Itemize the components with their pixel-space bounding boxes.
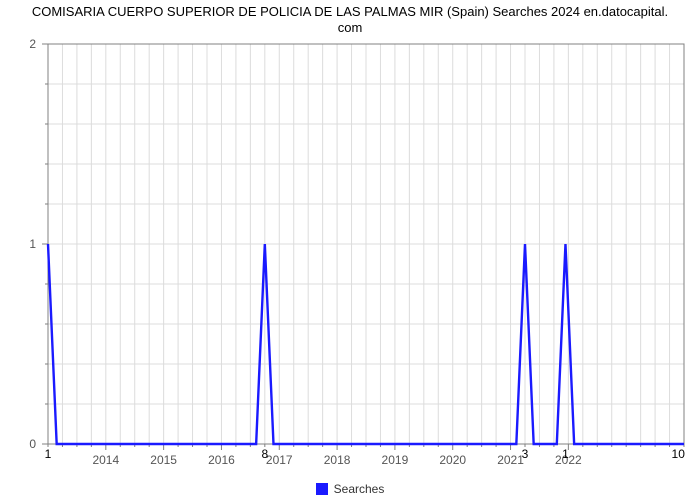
svg-text:2021: 2021 [497,453,524,467]
svg-text:2: 2 [29,37,36,51]
legend-swatch [316,483,328,495]
chart-title-line1: COMISARIA CUERPO SUPERIOR DE POLICIA DE … [32,4,668,19]
svg-text:2020: 2020 [439,453,466,467]
chart-plot: 2014201520162017201820192020202120220121… [48,44,684,444]
svg-text:0: 0 [29,437,36,451]
svg-text:2016: 2016 [208,453,235,467]
svg-text:2019: 2019 [382,453,409,467]
svg-text:2018: 2018 [324,453,351,467]
svg-text:2015: 2015 [150,453,177,467]
chart-legend: Searches [0,482,700,496]
svg-text:1: 1 [29,237,36,251]
svg-text:10: 10 [672,447,686,461]
svg-text:2017: 2017 [266,453,293,467]
svg-text:1: 1 [45,447,52,461]
svg-text:1: 1 [562,447,569,461]
legend-label: Searches [334,482,385,496]
svg-text:8: 8 [261,447,268,461]
svg-text:3: 3 [522,447,529,461]
svg-text:2014: 2014 [92,453,119,467]
chart-title-line2: com [338,20,363,35]
chart-title: COMISARIA CUERPO SUPERIOR DE POLICIA DE … [0,4,700,37]
